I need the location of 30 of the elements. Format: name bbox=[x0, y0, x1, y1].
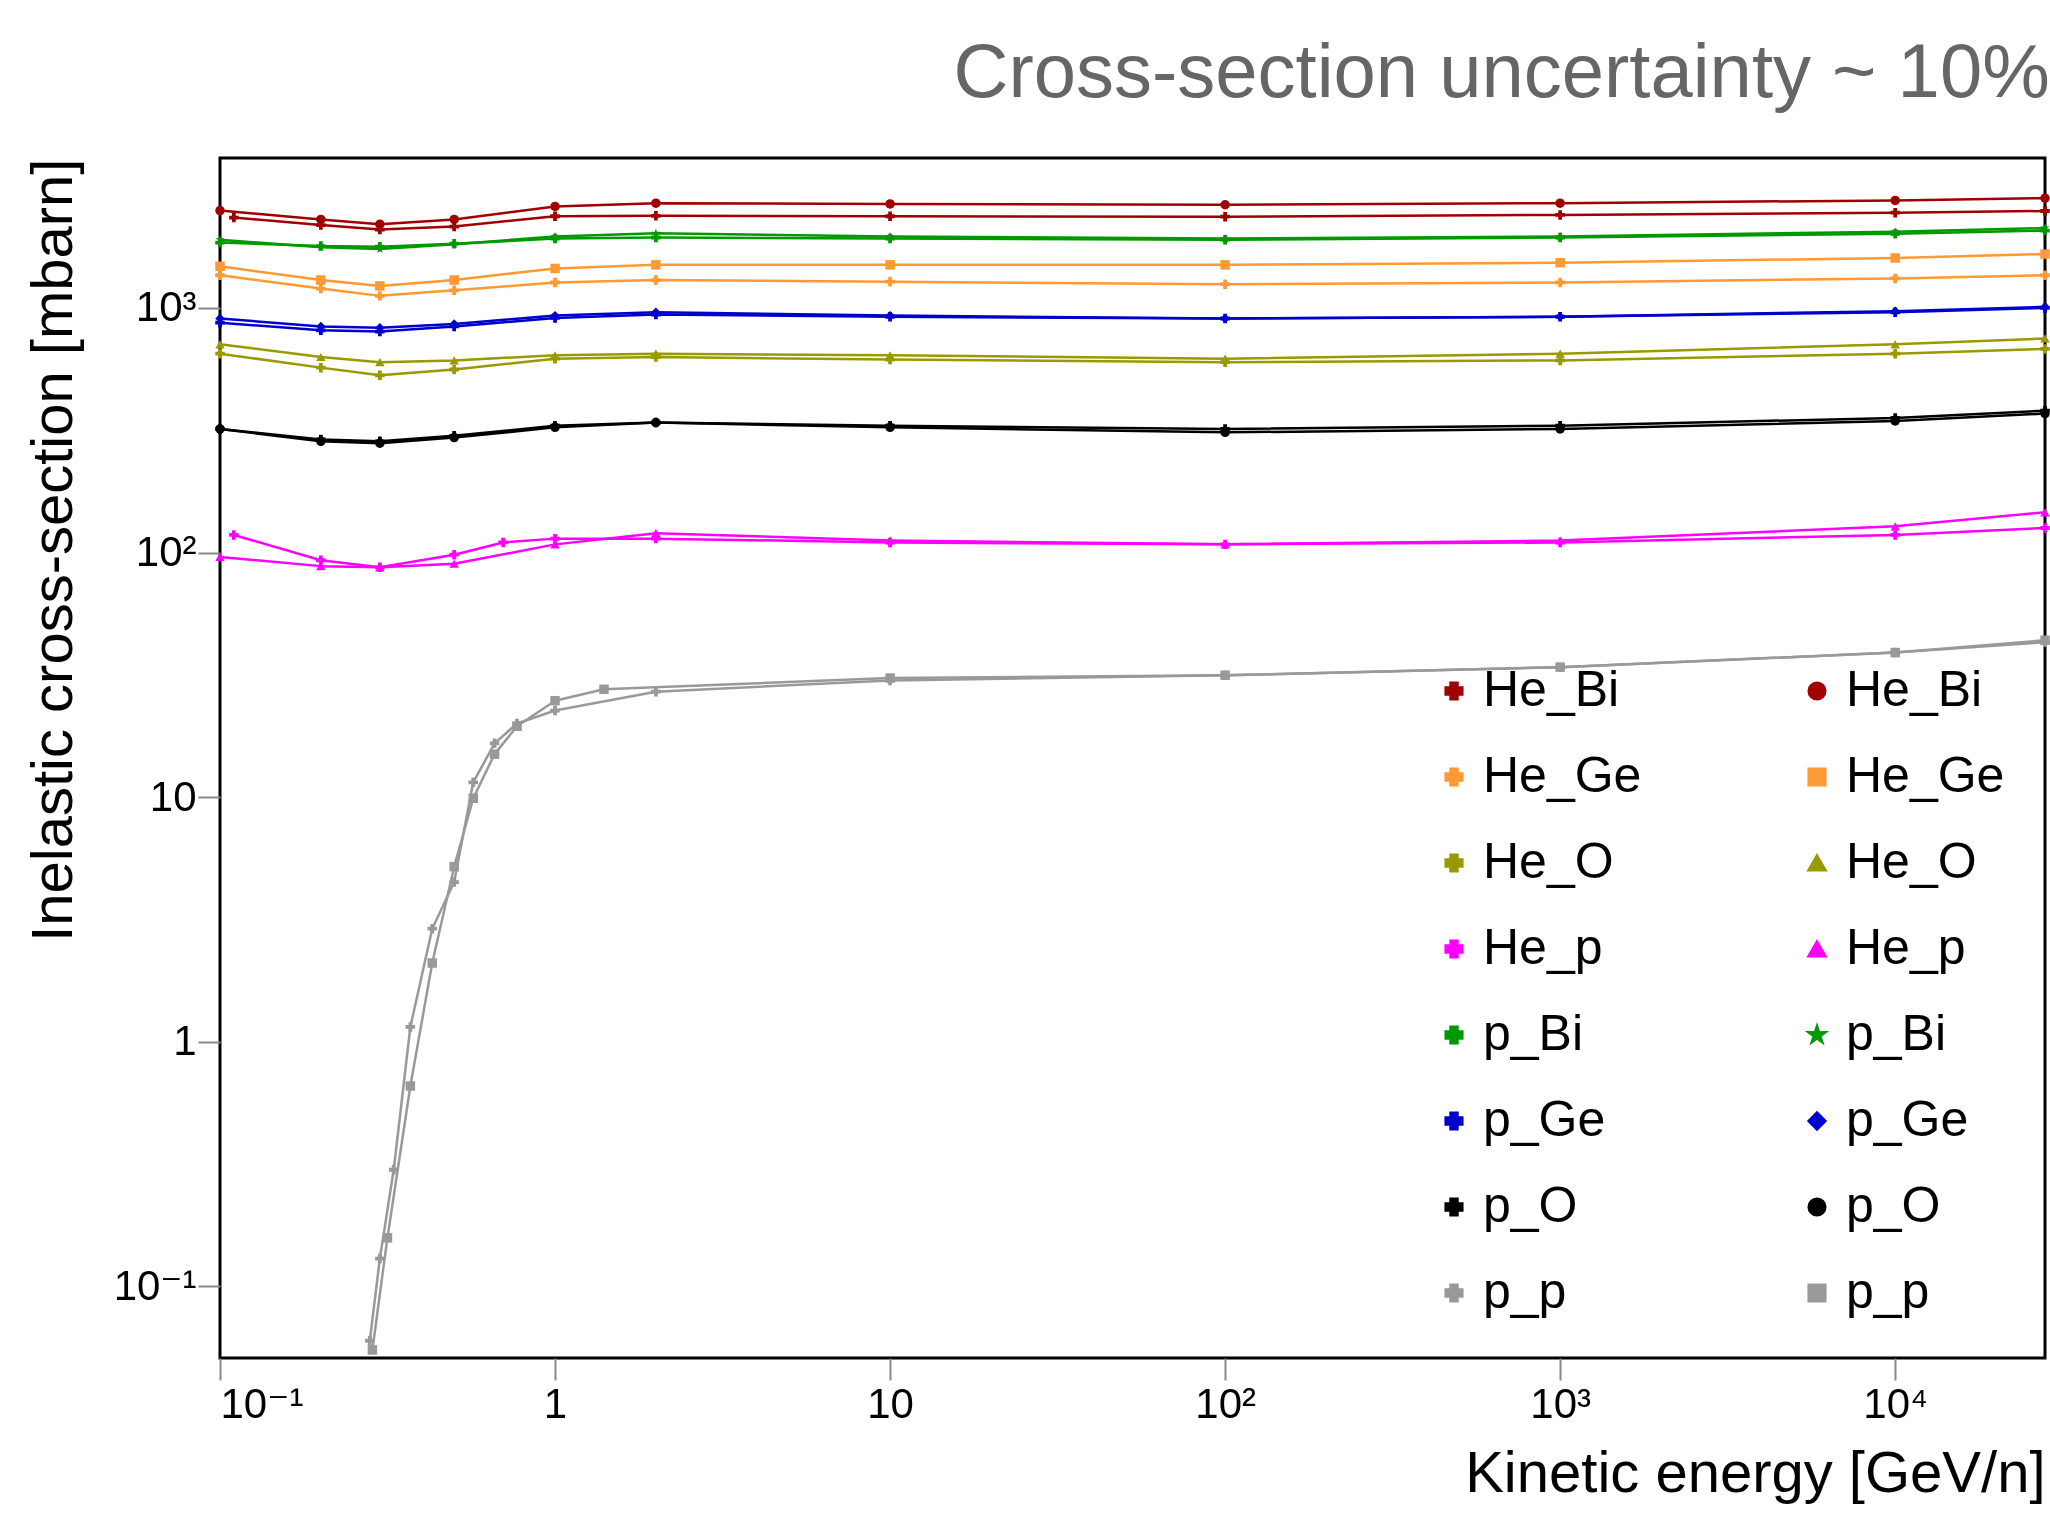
legend-label: He_p bbox=[1483, 919, 1603, 975]
y-tick-label: 10³ bbox=[135, 283, 197, 331]
legend-label: p_O bbox=[1846, 1177, 1941, 1233]
y-tick-label: 10⁻¹ bbox=[113, 1261, 197, 1309]
x-axis-title: Kinetic energy [GeV/n] bbox=[1465, 1438, 2046, 1504]
legend-label: p_p bbox=[1483, 1263, 1567, 1319]
legend-label: He_Bi bbox=[1846, 661, 1983, 717]
legend-label: p_Ge bbox=[1483, 1091, 1606, 1147]
x-tick-label: 1 bbox=[543, 1379, 568, 1427]
legend-label: He_p bbox=[1846, 919, 1966, 975]
y-tick-label: 10 bbox=[149, 772, 197, 820]
legend-label: He_Ge bbox=[1846, 747, 2005, 803]
legend-label: p_Bi bbox=[1483, 1005, 1584, 1061]
x-tick-label: 10⁻¹ bbox=[220, 1379, 304, 1427]
legend-label: p_Ge bbox=[1846, 1091, 1969, 1147]
y-axis-title: Inelastic cross-section [mbarn] bbox=[18, 158, 84, 942]
legend-label: p_O bbox=[1483, 1177, 1578, 1233]
legend-label: He_Ge bbox=[1483, 747, 1642, 803]
x-tick-label: 10² bbox=[1195, 1379, 1256, 1427]
y-tick-label: 1 bbox=[173, 1017, 197, 1065]
legend-label: He_O bbox=[1846, 833, 1977, 889]
chart-title: Cross-section uncertainty ~ 10% bbox=[953, 28, 2050, 113]
legend-label: p_Bi bbox=[1846, 1005, 1947, 1061]
legend-label: He_Bi bbox=[1483, 661, 1620, 717]
x-tick-label: 10 bbox=[867, 1379, 914, 1427]
legend-label: p_p bbox=[1846, 1263, 1930, 1319]
x-tick-label: 10³ bbox=[1530, 1379, 1592, 1427]
y-tick-label: 10² bbox=[135, 528, 197, 576]
legend-label: He_O bbox=[1483, 833, 1614, 889]
x-tick-label: 10⁴ bbox=[1863, 1379, 1929, 1427]
